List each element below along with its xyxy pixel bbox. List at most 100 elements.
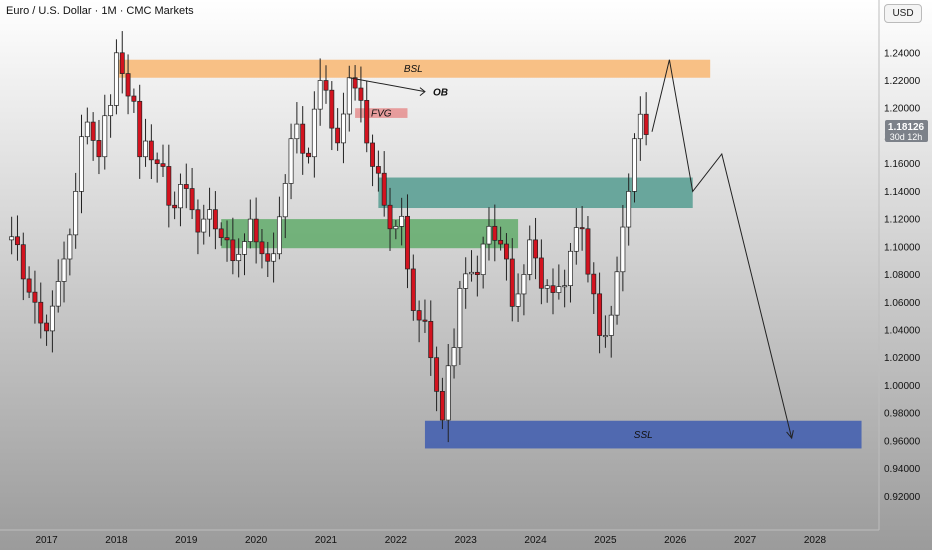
zone-label-bsl: BSL (404, 64, 423, 75)
candle-down (195, 209, 201, 233)
candle-up (637, 113, 643, 140)
candle-up (108, 105, 114, 117)
price-tick-label: 1.20000 (884, 104, 921, 115)
candle-down (416, 310, 422, 321)
candle-down (189, 188, 195, 211)
candle-down (439, 391, 445, 421)
candle-up (341, 113, 346, 144)
candle-up (271, 253, 277, 262)
price-tick-label: 1.08000 (884, 270, 921, 281)
candle-down (212, 209, 218, 230)
candle-up (113, 52, 119, 106)
candle-up (515, 293, 521, 307)
candle-up (632, 138, 637, 192)
candle-down (15, 236, 20, 246)
candle-up (451, 347, 457, 367)
candle-up (73, 191, 79, 236)
candle-up (480, 243, 486, 275)
candle-up (207, 209, 213, 220)
time-tick-label: 2025 (594, 535, 617, 546)
candle-down (306, 152, 311, 158)
price-tick-label: 1.06000 (884, 298, 921, 309)
candle-down (358, 87, 364, 101)
candle-down (387, 204, 393, 230)
price-tick-label: 1.14000 (884, 187, 921, 198)
candle-down (96, 140, 102, 158)
candle-up (544, 285, 550, 289)
candle-down (90, 121, 96, 141)
candle-down (265, 253, 271, 262)
candle-up (457, 288, 463, 348)
price-tick-label: 1.00000 (884, 381, 921, 392)
candle-down (160, 163, 166, 167)
price-tick-label: 1.24000 (884, 48, 921, 59)
candle-up (49, 305, 55, 332)
candle-down (498, 239, 504, 245)
candle-down (20, 244, 26, 280)
candle-up (201, 218, 207, 233)
candle-down (125, 73, 131, 97)
candle-up (608, 314, 614, 336)
candle-down (422, 319, 428, 322)
zone-label-ssl: SSL (634, 430, 653, 441)
candle-down (585, 228, 591, 275)
zones-layer: BSL FVG SSL (116, 59, 862, 449)
candle-up (346, 77, 352, 115)
time-tick-label: 2022 (385, 535, 408, 546)
chart-title: Euro / U.S. Dollar · 1M · CMC Markets (6, 5, 194, 17)
candle-down (579, 227, 585, 230)
candle-down (329, 89, 335, 129)
time-tick-label: 2017 (35, 535, 58, 546)
candle-down (352, 77, 358, 89)
time-tick-label: 2018 (105, 535, 128, 546)
candle-down (172, 204, 178, 209)
projection-path (651, 59, 793, 439)
price-tick-label: 0.94000 (884, 464, 921, 475)
candle-down (335, 127, 341, 144)
candle-up (556, 286, 562, 293)
candle-down (492, 225, 498, 241)
candle-up (67, 234, 73, 260)
candle-down (131, 95, 137, 102)
time-tick-label: 2023 (455, 535, 478, 546)
candle-up (521, 274, 527, 295)
candle-down (410, 268, 416, 311)
candle-down (253, 218, 259, 243)
candle-up (236, 253, 242, 262)
time-axis[interactable]: 2017 2018 2019 2020 2021 2022 2023 2024 2025 2026… (35, 535, 826, 546)
zone-rect-0 (116, 59, 711, 78)
candle-down (405, 215, 410, 270)
candle-up (568, 250, 573, 286)
candle-down (370, 142, 376, 167)
last-price-tag: 1.18126 30d 12h (885, 120, 928, 142)
candle-up (9, 236, 15, 241)
candle-up (247, 218, 253, 242)
candle-down (183, 184, 189, 189)
ob-arrow-head (419, 87, 426, 96)
candle-up (288, 138, 294, 184)
candle-down (643, 113, 649, 135)
price-tick-label: 1.02000 (884, 353, 921, 364)
last-price-value: 1.18126 (888, 122, 925, 133)
candle-down (538, 257, 544, 289)
candles-layer (9, 31, 649, 443)
candle-down (381, 172, 387, 206)
candle-up (463, 273, 469, 289)
price-tick-label: 0.92000 (884, 492, 921, 503)
price-tick-label: 1.10000 (884, 242, 921, 253)
annotations-layer: OB (349, 59, 794, 440)
candle-down (230, 239, 236, 262)
candle-down (32, 291, 38, 303)
candle-up (562, 285, 568, 288)
time-tick-label: 2027 (734, 535, 757, 546)
time-tick-label: 2024 (524, 535, 547, 546)
price-tick-label: 0.96000 (884, 436, 921, 447)
candle-up (445, 365, 451, 421)
candle-down (259, 241, 265, 255)
candle-down (533, 239, 538, 259)
candle-up (178, 184, 183, 209)
currency-button[interactable]: USD (884, 4, 922, 23)
candle-down (119, 52, 125, 74)
